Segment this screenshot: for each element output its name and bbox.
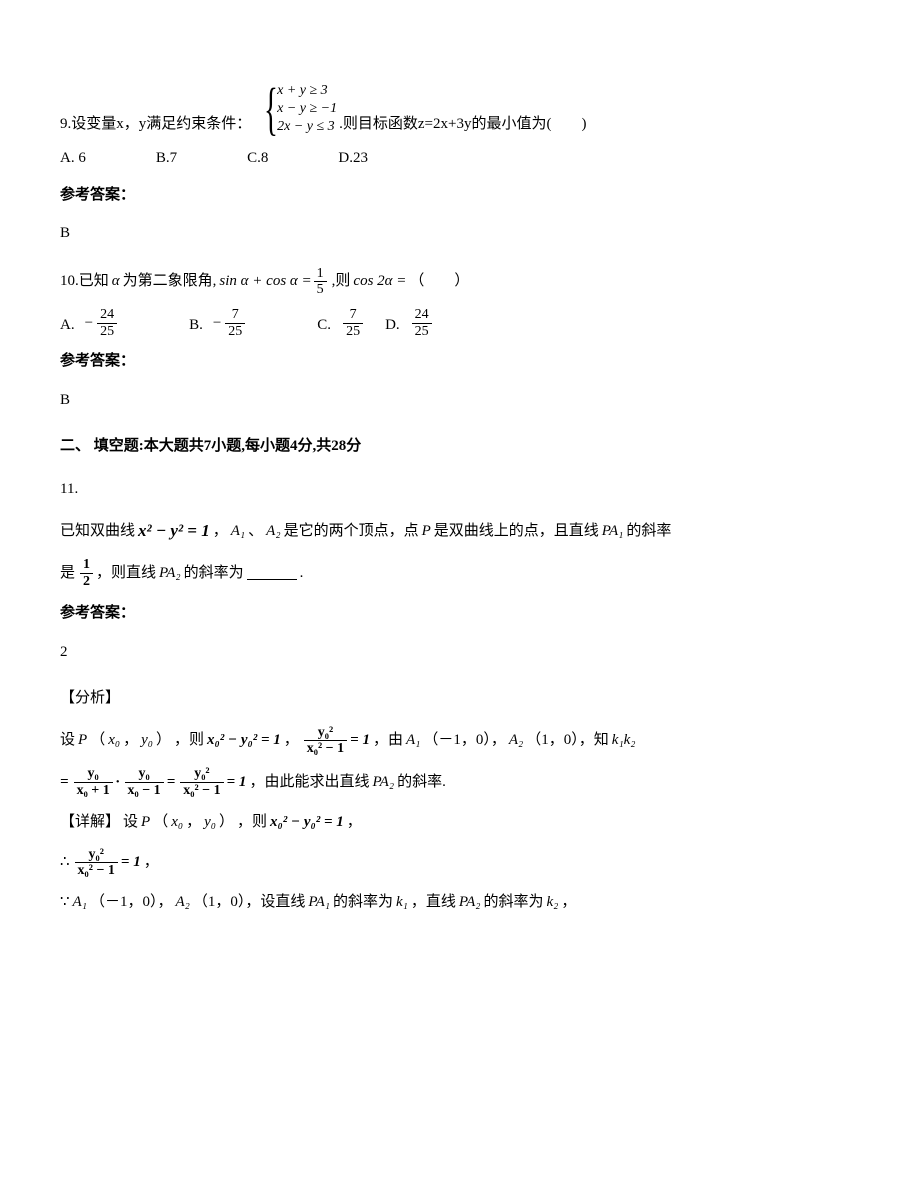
section-2-title: 二、 填空题:本大题共7小题,每小题4分,共28分 <box>60 432 860 461</box>
question-10: 10.已知 α 为第二象限角, sin α + cos α = 1 5 ,则 c… <box>60 266 860 298</box>
q10-answer-label: 参考答案： <box>60 347 860 376</box>
detail-line1: 【详解】 设 P （ x₀ ， y₀ ） ，则 x₀² − y₀² = 1 ， <box>60 808 860 837</box>
frac-y0sq-over-x0sq-1: y₀² x₀² − 1 <box>304 725 347 757</box>
q10-equation: sin α + cos α = 1 5 <box>219 266 328 298</box>
q9-answer-label: 参考答案： <box>60 181 860 210</box>
q9-option-d: D.23 <box>338 144 368 173</box>
q10-options: A. − 24 25 B. − 7 25 C. 7 25 D. 24 25 <box>60 307 860 339</box>
q9-options: A. 6 B.7 C.8 D.23 <box>60 144 860 173</box>
q11-answer: 2 <box>60 638 860 667</box>
q9-prefix: 9.设变量x，y满足约束条件： <box>60 110 251 139</box>
analysis-line2: = y₀ x₀ + 1 · y₀ x₀ − 1 = y₀² x₀² − 1 = … <box>60 766 860 798</box>
analysis-line1: 设 P （ x₀ ， y₀ ） ，则 x₀² − y₀² = 1 ， y₀² x… <box>60 725 860 757</box>
q9-answer: B <box>60 219 860 248</box>
q9-constraint-system: { x + y ≥ 3 x − y ≥ −1 2x − y ≤ 3 <box>257 80 337 138</box>
q9-option-c: C.8 <box>247 144 268 173</box>
fill-blank <box>247 566 297 580</box>
q10-alpha: α <box>112 267 120 296</box>
q10-prefix: 10.已知 <box>60 267 109 296</box>
analysis-label: 【分析】 <box>60 684 860 713</box>
detail-label: 【详解】 <box>60 808 120 837</box>
hyperbola-eq: x² − y² = 1 <box>138 515 210 547</box>
q11-answer-label: 参考答案： <box>60 599 860 628</box>
q11-line2: 是 1 2 ，则直线 PA₂ 的斜率为 . <box>60 557 860 589</box>
q9-suffix: .则目标函数z=2x+3y的最小值为( ) <box>339 110 586 139</box>
q11-number: 11. <box>60 475 860 504</box>
frac-half: 1 2 <box>80 557 93 589</box>
q10-option-b: B. − 7 25 <box>189 307 247 339</box>
q9-option-a: A. 6 <box>60 144 86 173</box>
q11-line1: 已知双曲线 x² − y² = 1 ， A₁ 、 A₂ 是它的两个顶点，点 P … <box>60 515 860 547</box>
question-9: 9.设变量x，y满足约束条件： { x + y ≥ 3 x − y ≥ −1 2… <box>60 80 860 138</box>
q10-option-d: D. 24 25 <box>385 307 434 339</box>
q10-option-a: A. − 24 25 <box>60 307 119 339</box>
detail-line3: ∵ A₁ （－1，0）， A₂ （1，0），设直线 PA₁ 的斜率为 k₁ ，直… <box>60 888 860 917</box>
q9-option-b: B.7 <box>156 144 177 173</box>
q10-answer: B <box>60 386 860 415</box>
detail-line2: ∴ y₀² x₀² − 1 = 1 ， <box>60 847 860 879</box>
q10-option-c: C. 7 25 <box>317 307 365 339</box>
